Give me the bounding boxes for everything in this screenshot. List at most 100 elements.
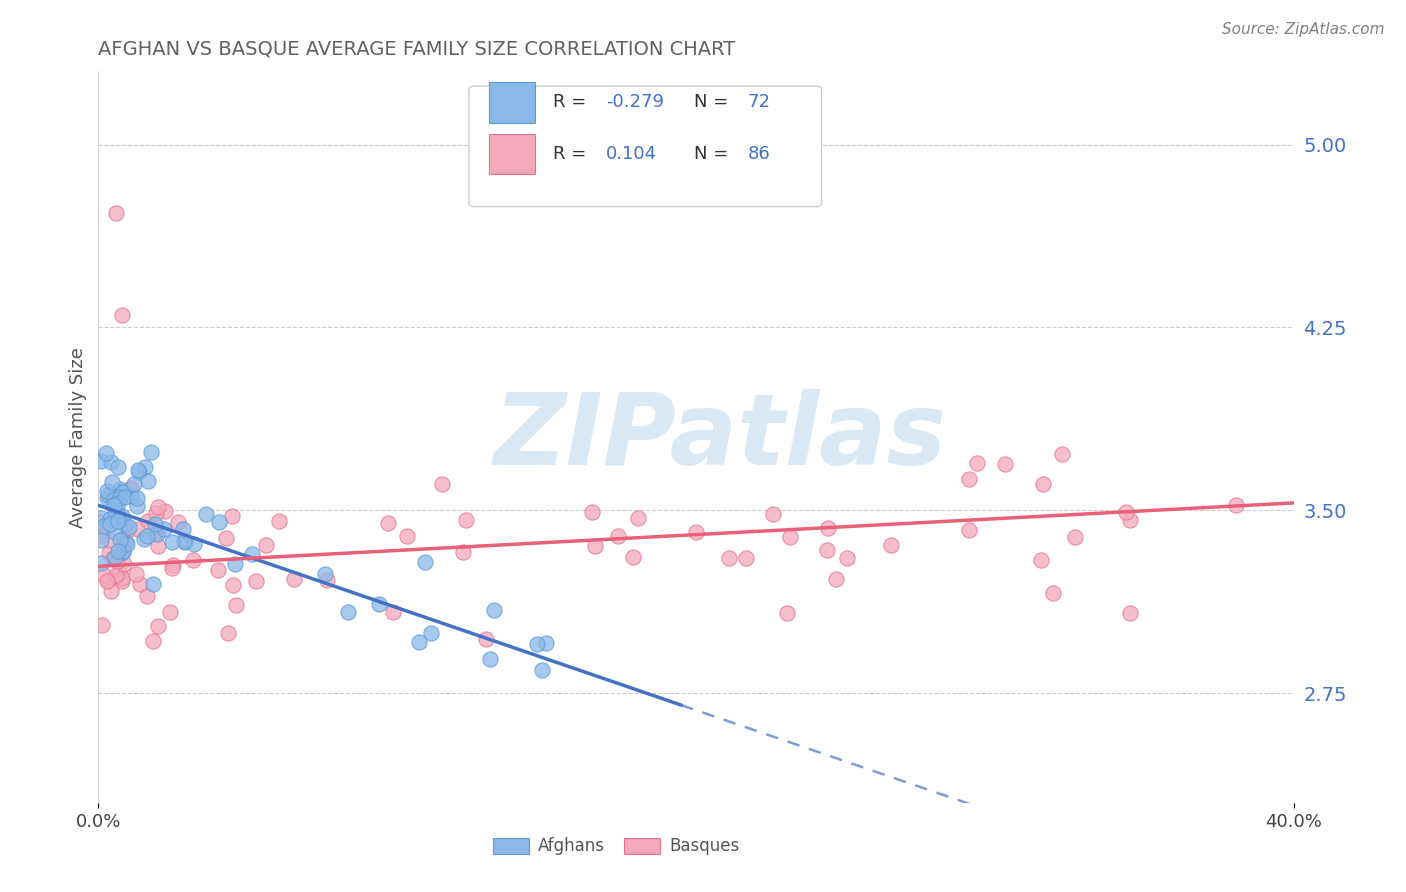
Point [97,488,120,502]
Point [93,518,115,533]
Point [90,511,112,525]
Point [530,663,553,677]
Y-axis label: Average Family Size: Average Family Size [69,347,87,527]
Point [107,459,129,474]
Point [585,539,607,553]
Point [90,454,112,468]
Point [315,573,337,587]
Point [108,508,131,523]
Point [222,578,245,592]
Point [181,552,204,566]
Point [152,523,174,537]
Point [779,530,801,544]
Bar [489,134,534,174]
Point [139,444,162,458]
Point [160,561,183,575]
Point [107,544,129,558]
Point [1042,586,1064,600]
Point [735,550,758,565]
Point [93,567,115,582]
Point [100,455,122,469]
Point [283,572,305,586]
Point [128,576,150,591]
Point [217,626,239,640]
Point [127,463,149,477]
Point [143,516,166,531]
Point [183,537,205,551]
Text: 0.104: 0.104 [606,145,658,162]
Point [526,637,548,651]
Text: Source: ZipAtlas.com: Source: ZipAtlas.com [1222,22,1385,37]
Point [101,475,124,490]
Point [104,504,127,518]
Point [607,529,630,543]
Point [135,529,157,543]
Point [114,490,136,504]
Point [108,533,131,548]
Point [314,567,336,582]
Point [104,568,127,582]
Bar [494,838,529,854]
Point [245,574,267,588]
Text: Afghans: Afghans [538,837,605,855]
Point [96,491,118,505]
Point [98,545,121,559]
Point [408,635,430,649]
Point [136,475,159,489]
Bar [489,82,534,122]
Point [994,457,1017,471]
Point [581,505,603,519]
Point [159,606,181,620]
Point [224,558,246,572]
Point [104,525,127,540]
Point [207,563,229,577]
Point [1115,505,1137,519]
Point [110,491,132,505]
Point [148,619,170,633]
Text: -0.279: -0.279 [606,94,665,112]
Point [97,573,120,587]
Point [127,491,149,506]
Point [111,508,134,523]
Point [254,538,277,552]
Point [479,652,502,666]
Point [534,636,557,650]
Point [395,529,418,543]
Text: N =: N = [693,145,734,162]
Point [1119,606,1142,620]
Point [90,527,112,541]
Point [420,626,443,640]
Point [776,606,799,620]
Point [125,567,148,582]
Point [136,514,159,528]
Point [1032,476,1054,491]
Point [482,603,505,617]
Point [90,556,112,570]
Point [117,523,139,537]
Point [118,519,141,533]
Point [96,483,118,498]
Point [112,532,135,546]
Point [173,534,195,549]
Point [1050,447,1073,461]
Point [142,634,165,648]
Point [1029,553,1052,567]
Point [103,491,125,506]
Point [415,555,437,569]
Point [627,511,650,525]
Point [337,605,360,619]
Point [474,632,496,646]
Point [430,477,453,491]
Point [1225,498,1247,512]
Point [101,550,124,565]
Point [91,618,114,632]
Point [90,515,112,529]
Point [125,499,148,513]
Point [108,566,131,580]
Point [136,589,159,603]
Point [96,574,118,588]
Point [215,531,238,545]
Point [162,558,184,572]
Point [377,516,399,531]
Point [382,605,405,619]
